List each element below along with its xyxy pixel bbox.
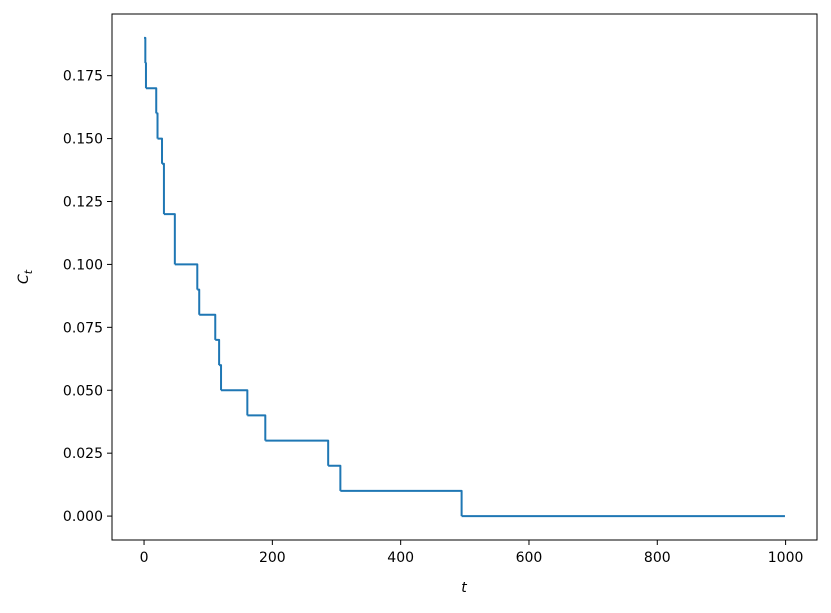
line-step	[328, 464, 342, 491]
x-tick-label: 400	[387, 550, 414, 566]
y-tick-label: 0.025	[63, 446, 103, 462]
x-tick-label: 800	[644, 550, 671, 566]
line-step	[162, 162, 165, 215]
line-step	[145, 87, 158, 114]
line-step	[199, 313, 217, 340]
line-step	[197, 288, 201, 315]
line-step	[144, 62, 147, 89]
line-step	[156, 112, 159, 139]
line-step	[265, 439, 330, 466]
y-tick-label: 0.175	[63, 69, 103, 85]
line-step	[157, 137, 164, 164]
y-axis-label: Ct	[16, 269, 35, 284]
y-tick-label: 0.050	[63, 383, 103, 399]
line-step	[247, 414, 267, 441]
line-step	[340, 489, 463, 517]
x-tick-label: 200	[259, 550, 286, 566]
line-step	[215, 338, 221, 366]
x-tick-label: 1000	[768, 550, 804, 566]
y-tick-label: 0.150	[63, 132, 103, 148]
line-step	[219, 364, 223, 391]
y-tick-label: 0.000	[63, 509, 103, 525]
y-label-subscript: t	[22, 269, 35, 274]
x-tick-label: 600	[516, 550, 543, 566]
line-step	[174, 263, 199, 290]
y-label-base: C	[16, 274, 32, 284]
y-tick-label: 0.075	[63, 320, 103, 336]
plot-frame	[111, 13, 818, 541]
line-step	[144, 36, 147, 64]
line-step	[221, 389, 249, 416]
y-tick-label: 0.125	[63, 194, 103, 210]
x-tick-label: 0	[140, 550, 149, 566]
x-axis-label: t	[461, 580, 467, 596]
y-tick-label: 0.100	[63, 257, 103, 273]
line-step	[163, 213, 176, 265]
